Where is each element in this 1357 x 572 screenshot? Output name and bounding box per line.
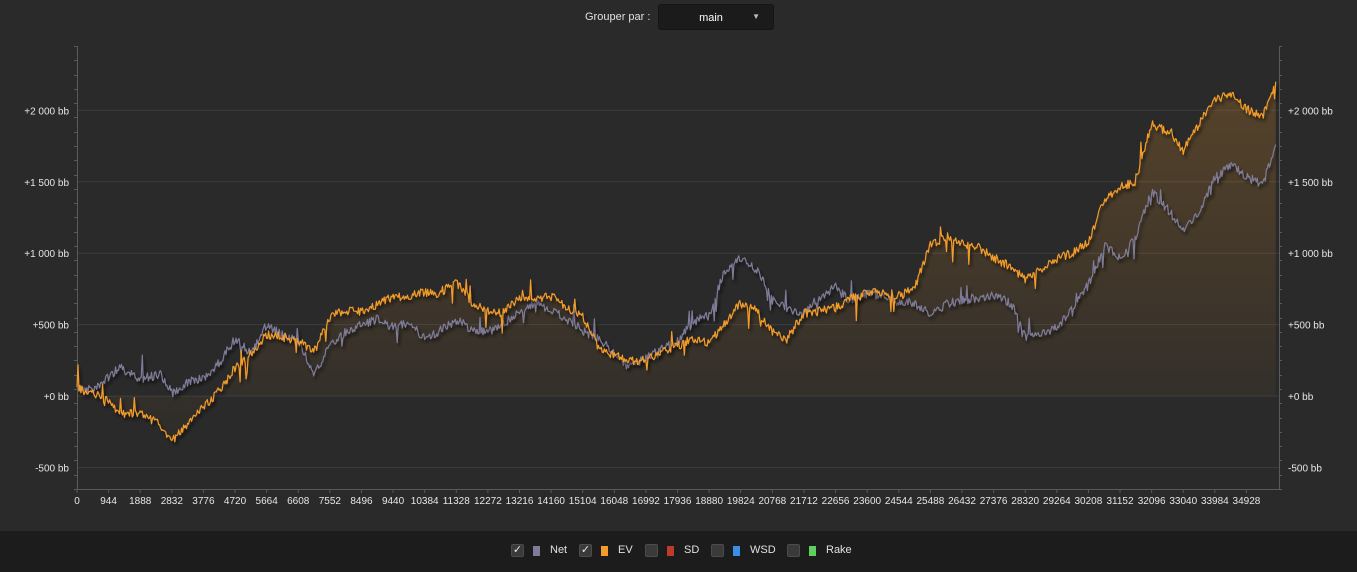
y-tick-label-left: +1 500 bb <box>24 178 69 189</box>
x-tick-label: 11328 <box>443 496 471 507</box>
group-by-value: main <box>699 12 723 24</box>
x-tick-label: 9440 <box>382 496 405 507</box>
x-tick-label: 24544 <box>885 496 913 507</box>
grid <box>77 109 1279 469</box>
x-tick-label: 10384 <box>411 496 439 507</box>
series-line-ev <box>76 81 1277 443</box>
x-tick-label: 28320 <box>1011 496 1039 507</box>
legend-label-ev: EV <box>618 544 633 556</box>
x-tick-label: 18880 <box>695 496 723 507</box>
checkbox-wsd[interactable] <box>711 544 724 557</box>
chart: -500 bb +0 bb +500 bb +1 000 bb +1 500 bb +2 … <box>24 46 1333 507</box>
x-tick-label: 0 <box>74 496 80 507</box>
x-tick-label: 3776 <box>192 496 215 507</box>
x-tick-label: 16992 <box>632 496 660 507</box>
x-tick-label: 944 <box>100 496 117 507</box>
x-tick-label: 30208 <box>1075 496 1103 507</box>
y-tick-label-right: +2 000 bb <box>1288 106 1333 117</box>
sd-swatch <box>667 546 674 556</box>
x-axis: 0 944 1888 2832 3776 4720 5664 6608 7552 8496 9440… <box>74 489 1261 507</box>
y-tick-label-right: -500 bb <box>1288 464 1322 475</box>
legend-bar: ✓ Net ✓ EV SD WSD Rake <box>0 531 1357 572</box>
x-tick-label: 26432 <box>948 496 976 507</box>
legend-label-wsd: WSD <box>750 544 776 556</box>
checkbox-net[interactable]: ✓ <box>511 544 524 557</box>
legend-label-rake: Rake <box>826 544 852 556</box>
y-tick-label-left: -500 bb <box>35 464 69 475</box>
x-tick-label: 31152 <box>1106 496 1134 507</box>
checkbox-sd[interactable] <box>645 544 658 557</box>
y-tick-label-left: +0 bb <box>44 392 70 403</box>
x-tick-label: 4720 <box>224 496 247 507</box>
x-tick-label: 13216 <box>506 496 534 507</box>
legend-label-net: Net <box>550 544 568 556</box>
y-tick-label-right: +0 bb <box>1288 392 1314 403</box>
x-tick-label: 8496 <box>350 496 373 507</box>
x-tick-label: 34928 <box>1233 496 1261 507</box>
x-tick-label: 21712 <box>790 496 818 507</box>
x-tick-label: 23600 <box>853 496 881 507</box>
x-tick-label: 33984 <box>1201 496 1229 507</box>
y-tick-label-right: +1 000 bb <box>1288 249 1333 260</box>
chevron-down-icon: ▼ <box>752 12 760 21</box>
x-tick-label: 12272 <box>474 496 502 507</box>
x-tick-label: 14160 <box>537 496 565 507</box>
group-by-select[interactable]: main ▼ <box>658 4 774 30</box>
ev-area <box>77 81 1276 442</box>
y-tick-label-left: +1 000 bb <box>24 249 69 260</box>
x-tick-label: 6608 <box>287 496 310 507</box>
checkbox-ev[interactable]: ✓ <box>579 544 592 557</box>
x-tick-label: 19824 <box>727 496 755 507</box>
rake-swatch <box>809 546 816 556</box>
x-tick-label: 5664 <box>256 496 279 507</box>
x-tick-label: 16048 <box>600 496 628 507</box>
series-fill <box>77 81 1276 442</box>
y-tick-label-left: +500 bb <box>33 321 70 332</box>
x-tick-label: 29264 <box>1043 496 1071 507</box>
y-axis-right: -500 bb +0 bb +500 bb +1 000 bb +1 500 bb +2 … <box>1288 106 1333 474</box>
x-tick-label: 17936 <box>664 496 692 507</box>
legend-label-sd: SD <box>684 544 700 556</box>
x-tick-label: 25488 <box>916 496 944 507</box>
x-tick-label: 33040 <box>1169 496 1197 507</box>
x-tick-label: 32096 <box>1138 496 1166 507</box>
toolbar: Grouper par : main ▼ <box>0 0 1357 36</box>
y-tick-label-right: +1 500 bb <box>1288 178 1333 189</box>
x-tick-label: 7552 <box>319 496 342 507</box>
wsd-swatch <box>733 546 740 556</box>
group-by-label: Grouper par : <box>585 11 651 23</box>
x-tick-label: 22656 <box>822 496 850 507</box>
net-swatch <box>533 546 540 556</box>
x-tick-label: 20768 <box>758 496 786 507</box>
y-tick-label-left: +2 000 bb <box>24 106 69 117</box>
x-tick-label: 15104 <box>569 496 597 507</box>
x-tick-label: 2832 <box>161 496 184 507</box>
x-tick-label: 27376 <box>980 496 1008 507</box>
x-tick-label: 1888 <box>129 496 152 507</box>
y-axis-left: -500 bb +0 bb +500 bb +1 000 bb +1 500 bb +2 … <box>24 106 69 474</box>
y-tick-label-right: +500 bb <box>1288 321 1325 332</box>
series-lines <box>76 81 1277 443</box>
ev-swatch <box>601 546 608 556</box>
checkbox-rake[interactable] <box>787 544 800 557</box>
